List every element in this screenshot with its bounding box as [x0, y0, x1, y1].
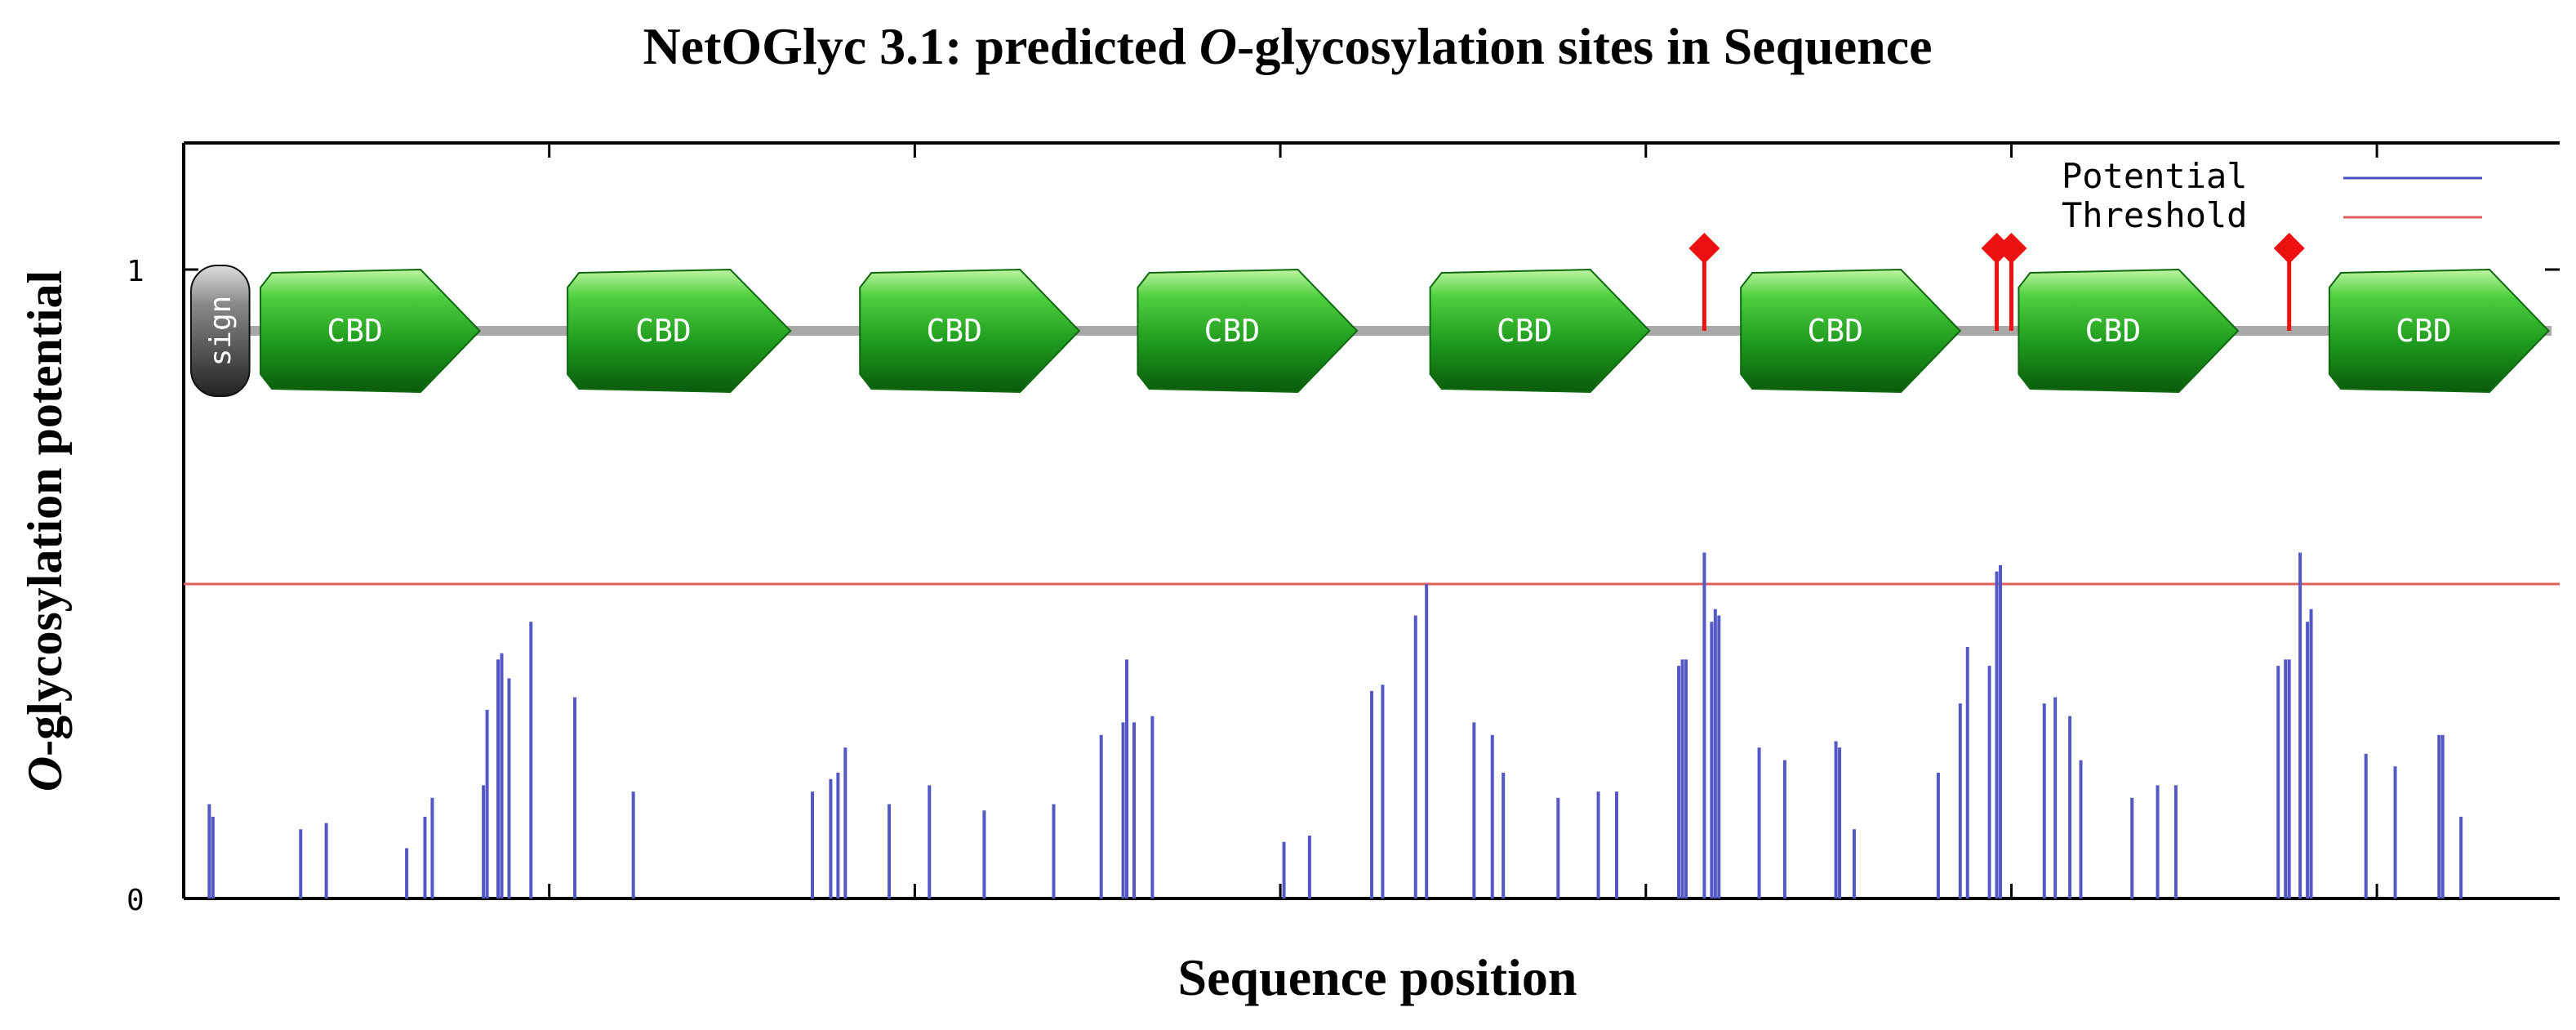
predicted-sites — [1688, 233, 2305, 331]
cbd-label: CBD — [926, 313, 982, 349]
glycosylation-site-marker — [1995, 233, 2027, 331]
domains-layer: CBD CBD CBD CBD CBD CBD CBD CBD — [260, 268, 2550, 394]
cbd-domain: CBD — [1137, 268, 1359, 394]
y-tick-label: 0 — [127, 884, 145, 917]
cbd-domain: CBD — [260, 268, 482, 394]
cbd-label: CBD — [327, 313, 383, 349]
cbd-label: CBD — [2085, 313, 2142, 349]
signal-peptide: sign — [189, 265, 251, 397]
cbd-label: CBD — [1807, 313, 1863, 349]
legend: Potential Threshold — [2062, 156, 2482, 235]
glycosylation-site-marker — [2273, 233, 2305, 331]
y-axis-label: O-glycosylation potential — [18, 270, 72, 791]
glycosylation-site-marker — [1688, 233, 1720, 331]
svg-text:O-glycosylation potential: O-glycosylation potential — [18, 270, 72, 791]
chart-title: NetOGlyc 3.1: predicted O-glycosylation … — [643, 17, 1932, 75]
y-tick-label: 1 — [127, 255, 145, 288]
cbd-label: CBD — [1204, 313, 1261, 349]
cbd-domain: CBD — [567, 268, 792, 394]
cbd-domain: CBD — [1429, 268, 1651, 394]
cbd-label: CBD — [1497, 313, 1553, 349]
cbd-label: CBD — [635, 313, 692, 349]
x-ticks — [182, 143, 2378, 898]
cbd-domain: CBD — [859, 268, 1081, 394]
signal-label: sign — [204, 296, 238, 367]
x-axis-label: Sequence position — [1178, 948, 1577, 1006]
legend-threshold-label: Threshold — [2062, 195, 2248, 235]
legend-potential-label: Potential — [2062, 156, 2248, 196]
potential-series — [207, 552, 2463, 898]
cbd-label: CBD — [2396, 313, 2452, 349]
cbd-domain: CBD — [2018, 268, 2240, 394]
cbd-domain: CBD — [2328, 268, 2550, 394]
y-ticks: 01 — [127, 255, 2560, 917]
cbd-domain: CBD — [1740, 268, 1962, 394]
